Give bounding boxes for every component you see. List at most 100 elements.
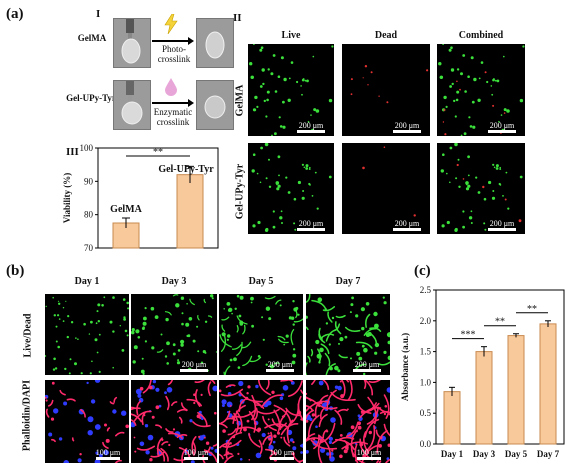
x-tick-label: Day 5 [505, 449, 528, 459]
scale-bar-line [353, 369, 381, 372]
gelma-combined-image: 200 μm [437, 44, 525, 136]
scale-bar-line [184, 457, 208, 460]
y-tick-label: 70 [84, 243, 94, 253]
y-tick-label: 2.5 [420, 285, 432, 295]
scale-bar: 200 μm [483, 219, 521, 231]
day1-phalloidin-dapi-image: 100 μm [45, 380, 129, 463]
enzymatic-crosslink-arrow [152, 99, 194, 107]
y-tick-label: 1.5 [420, 347, 432, 357]
y-tick-label: 90 [84, 176, 94, 186]
y-tick-label: 2.0 [420, 316, 432, 326]
col-header-live: Live [281, 30, 301, 41]
micrograph [219, 294, 303, 375]
drop-icon [165, 78, 177, 96]
scale-bar-line [180, 369, 208, 372]
micrograph [219, 380, 303, 463]
significance-label: ** [153, 147, 163, 158]
day1-live-dead-image [45, 294, 129, 375]
row-label-phalloidin-dapi: Phalloidin/DAPI [21, 379, 33, 452]
y-tick-label: 0.5 [420, 408, 432, 418]
panel-a-label: (a) [6, 6, 24, 22]
scale-bar-line [488, 130, 516, 133]
scale-bar: 200 μm [175, 360, 213, 372]
scale-bar-line [488, 228, 516, 231]
x-tick-label: Day 1 [441, 449, 464, 459]
scale-bar-line [270, 457, 294, 460]
y-tick-label: 100 [80, 143, 94, 153]
gelma-row-label: GelMA [77, 33, 107, 43]
day-header-1: Day 1 [74, 276, 100, 287]
micrograph [251, 143, 332, 232]
section-ii-label: II [233, 12, 242, 24]
scale-bar-label: 200 μm [267, 360, 293, 369]
scale-bar: 200 μm [348, 360, 386, 372]
enzymatic-crosslink-text: Enzymatic crosslink [153, 107, 193, 127]
scale-bar-label: 100 μm [95, 448, 121, 457]
y-tick-label: 0.0 [420, 439, 432, 449]
scale-bar-line [96, 457, 120, 460]
gelma-after-photo [196, 18, 234, 68]
scale-bar: 100 μm [179, 448, 213, 460]
scale-bar-label: 100 μm [183, 448, 209, 457]
day-header-7: Day 7 [335, 276, 361, 287]
row-label-live-dead: Live/Dead [22, 313, 34, 358]
scale-bar: 200 μm [261, 360, 299, 372]
scale-bar-label: 200 μm [394, 219, 420, 228]
scale-bar: 200 μm [292, 219, 330, 231]
scale-bar-label: 200 μm [489, 219, 515, 228]
section-iii-label: III [66, 146, 79, 158]
micrograph [131, 380, 217, 463]
scale-bar-label: 200 μm [354, 360, 380, 369]
micrograph [306, 380, 390, 463]
day-header-3: Day 3 [161, 276, 187, 287]
micrograph [440, 143, 523, 232]
scale-bar-line [266, 369, 294, 372]
bar [475, 351, 493, 445]
gel-upy-tyr-live-image: 200 μm [248, 143, 334, 234]
scale-bar-line [357, 457, 381, 460]
col-header-dead: Dead [374, 30, 398, 41]
scale-bar-label: 100 μm [356, 448, 382, 457]
row-label-gel-upy-tyr: Gel-UPy-Tyr [234, 163, 246, 220]
micrograph [362, 146, 416, 217]
scale-bar: 200 μm [388, 121, 426, 133]
day5-live-dead-image: 200 μm [219, 294, 303, 375]
scale-bar-line [393, 228, 421, 231]
significance-label: ** [527, 304, 537, 315]
scale-bar: 100 μm [352, 448, 386, 460]
gel-upy-tyr-combined-image: 200 μm [437, 143, 525, 234]
photo-crosslink-arrow [152, 37, 194, 45]
micrograph [45, 380, 129, 463]
col-header-combined: Combined [458, 30, 504, 41]
section-i-label: I [96, 8, 101, 20]
scale-bar: 100 μm [265, 448, 299, 460]
absorbance-chart: 0.0 0.5 1.0 1.5 2.0 2.5 Absorbance (a.u.) Day 1… [400, 285, 565, 459]
y-tick-label: 1.0 [420, 377, 432, 387]
scale-bar-label: 200 μm [298, 219, 324, 228]
micrograph [306, 294, 390, 375]
scale-bar-line [297, 130, 325, 133]
bar-label: GelMA [110, 204, 142, 215]
gel-upy-tyr-after-photo [196, 80, 234, 130]
micrograph [249, 44, 334, 136]
micrograph [438, 44, 525, 136]
micrograph [131, 294, 217, 375]
scale-bar-label: 200 μm [298, 121, 324, 130]
micrograph [350, 65, 429, 104]
scale-bar-label: 200 μm [394, 121, 420, 130]
y-axis-label: Viability (%) [62, 173, 72, 223]
significance-label: ** [495, 317, 505, 328]
scale-bar: 200 μm [388, 219, 426, 231]
bar [539, 323, 557, 445]
scale-bar: 200 μm [292, 121, 330, 133]
bar [443, 391, 461, 445]
bar [176, 174, 204, 249]
gel-upy-tyr-before-photo [113, 80, 151, 130]
day-header-5: Day 5 [248, 276, 274, 287]
lightning-icon [164, 14, 178, 34]
bar [507, 335, 525, 445]
scale-bar-label: 100 μm [269, 448, 295, 457]
panel-b-label: (b) [6, 263, 25, 279]
day7-live-dead-image: 200 μm [306, 294, 390, 375]
scale-bar: 100 μm [91, 448, 125, 460]
